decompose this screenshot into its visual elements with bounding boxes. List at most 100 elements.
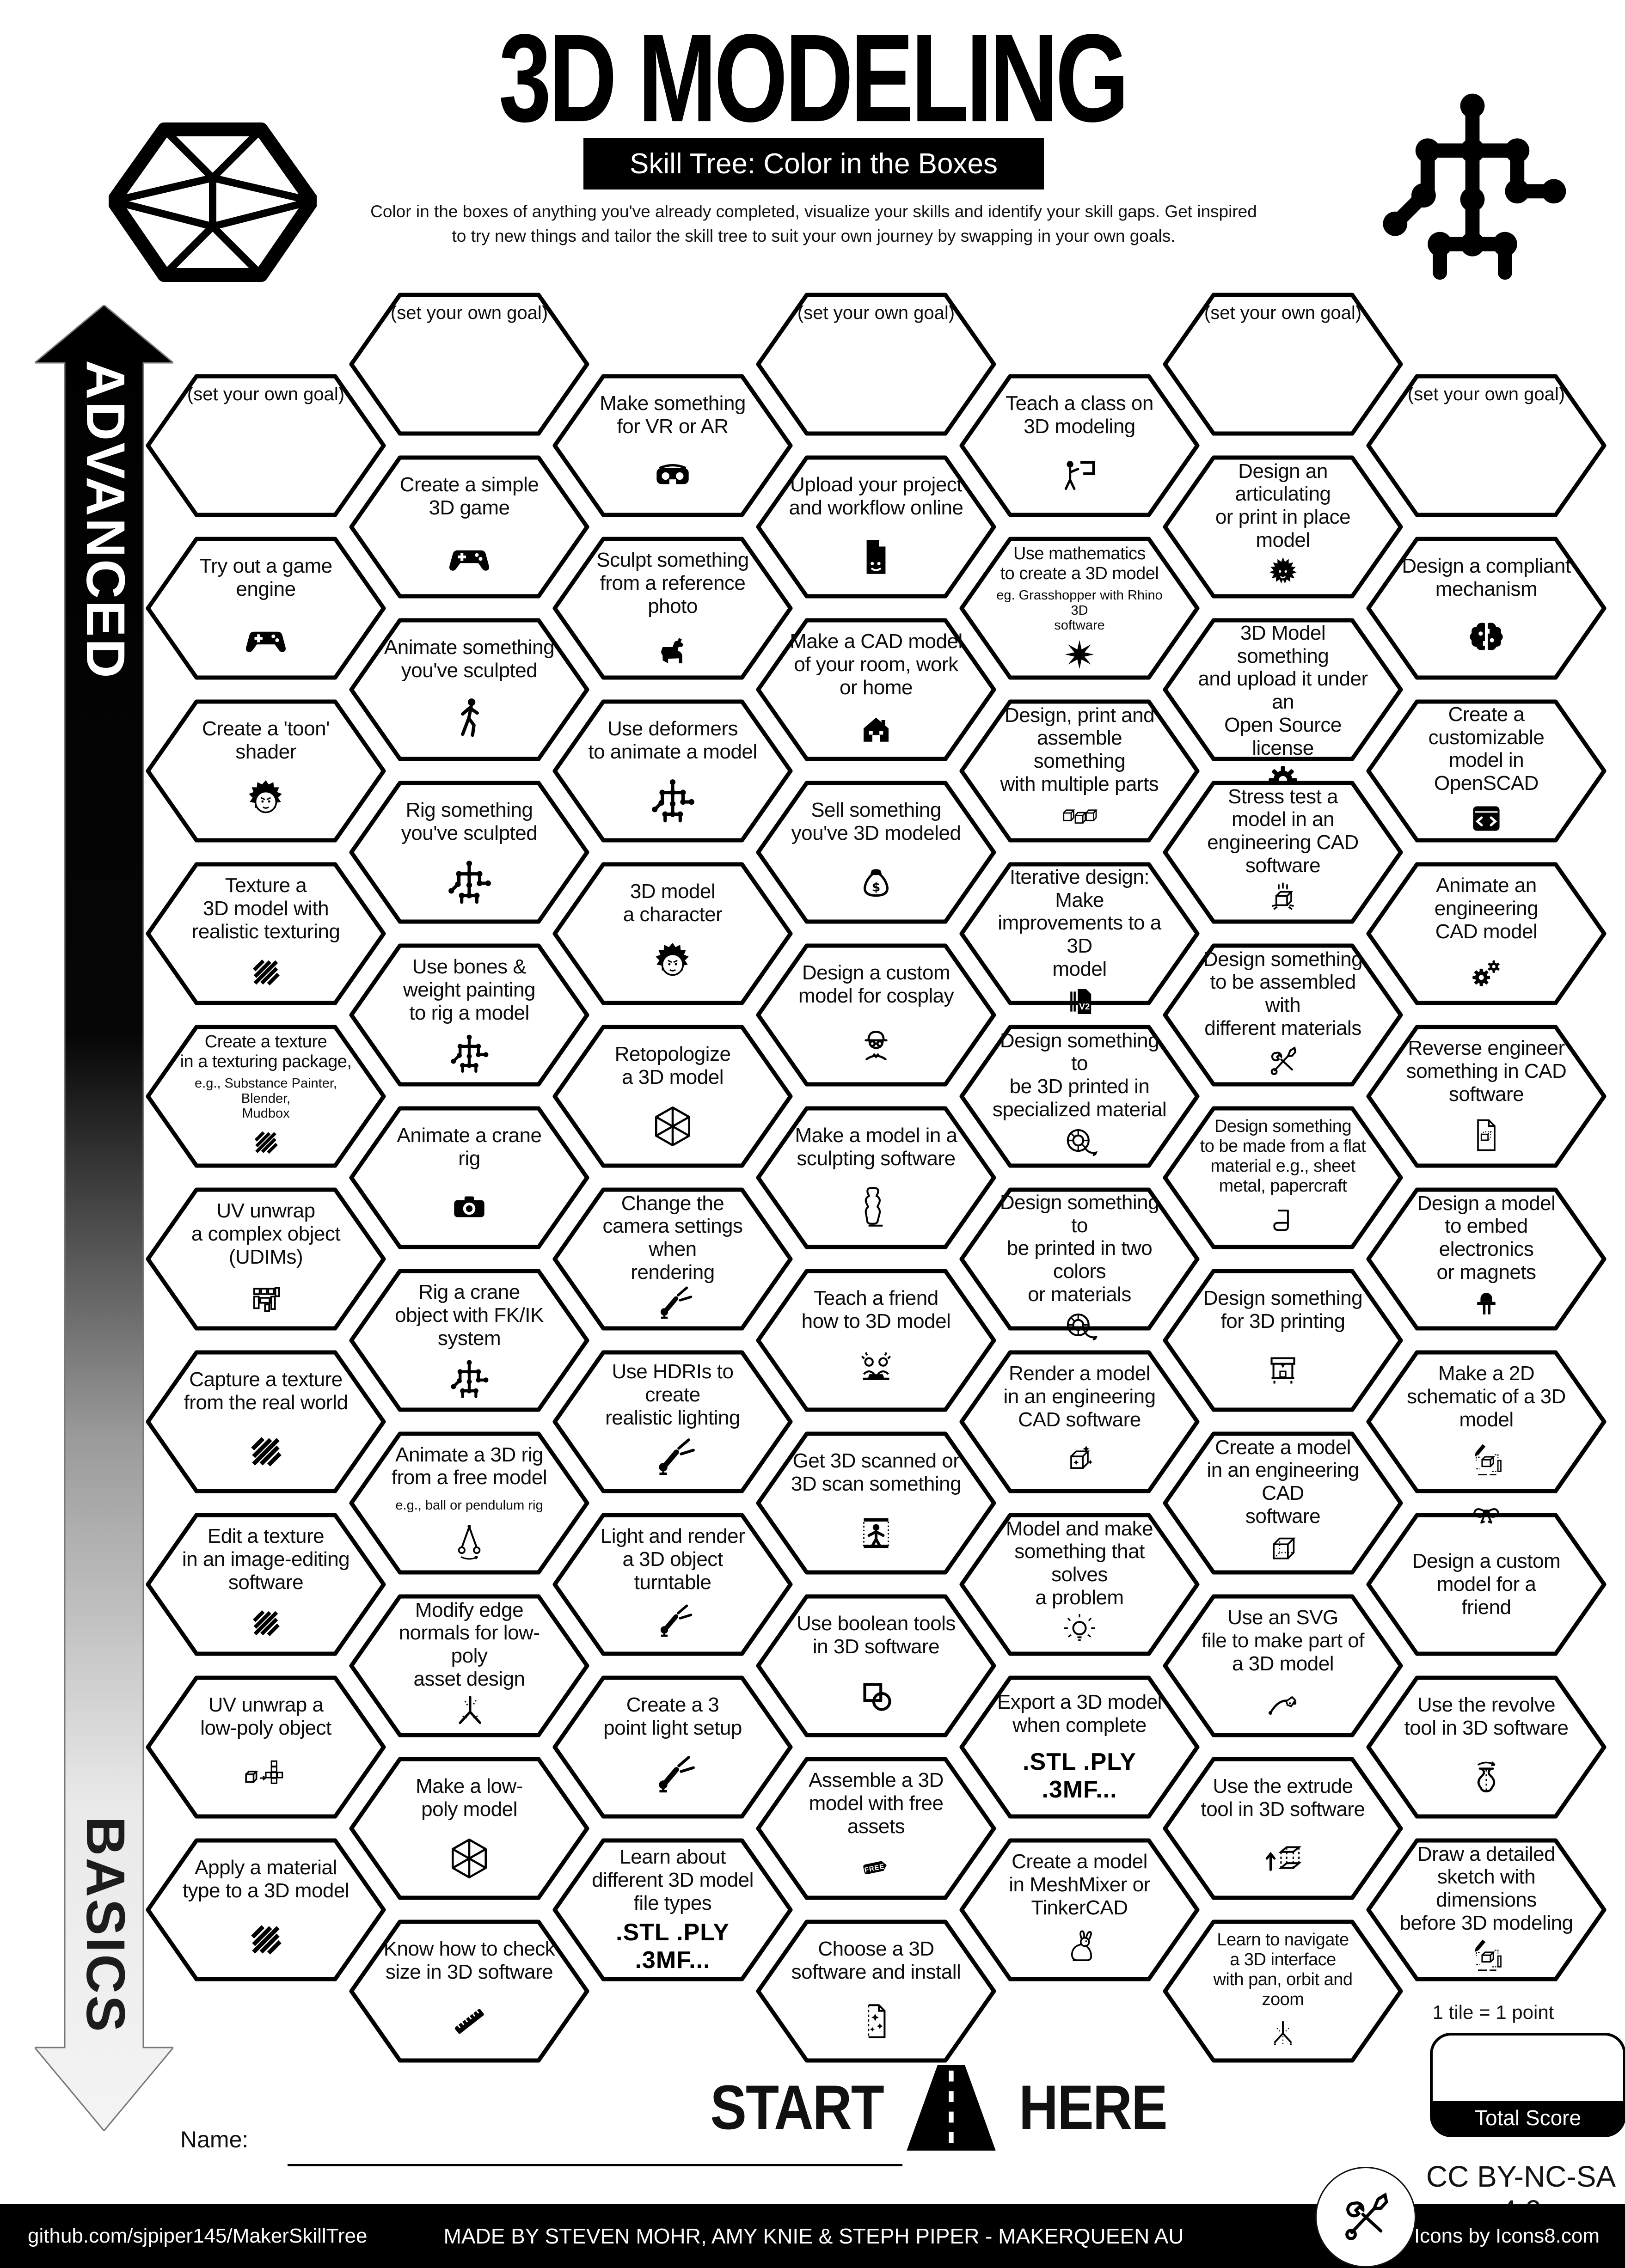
hex-label: Export a 3D model when complete xyxy=(997,1690,1162,1736)
hex-use-mathematics-to-create-a-3d-model[interactable]: Use mathematics to create a 3D model eg. … xyxy=(959,537,1200,680)
hex-make-a-low-poly-model[interactable]: Make a low- poly model xyxy=(349,1757,589,1900)
hex-set-your-own-goal[interactable]: (set your own goal) xyxy=(1163,293,1403,436)
hex-uv-unwrap-a-complex-object-udims[interactable]: UV unwrap a complex object (UDIMs) xyxy=(146,1187,386,1331)
hex-design-a-custom-model-for-cosplay[interactable]: Design a custom model for cosplay xyxy=(756,943,996,1087)
name-input-line[interactable] xyxy=(288,2164,902,2166)
hex-sell-something-you-ve-3d-modeled[interactable]: Sell something you've 3D modeled xyxy=(756,781,996,924)
hex-make-something-for-vr-or-ar[interactable]: Make something for VR or AR xyxy=(552,374,793,517)
spotlight-icon xyxy=(649,1754,696,1801)
camera-icon xyxy=(446,1184,493,1231)
gamepad-icon xyxy=(446,533,493,581)
gamepad-icon xyxy=(242,615,289,662)
hex-label: Make a 2D schematic of a 3D model xyxy=(1407,1362,1566,1431)
hex-make-a-cad-model-of-your-room-work-or-ho[interactable]: Make a CAD model of your room, work or h… xyxy=(756,618,996,761)
hex-sculpt-something-from-a-reference-photo[interactable]: Sculpt something from a reference photo xyxy=(552,537,793,680)
v2-document-icon xyxy=(1059,981,1100,1022)
hex-upload-your-project-and-workflow-online[interactable]: Upload your project and workflow online xyxy=(756,455,996,599)
hex-render-a-model-in-an-engineering-cad-sof[interactable]: Render a model in an engineering CAD sof… xyxy=(959,1350,1200,1493)
hex-draw-a-detailed-sketch-with-dimensions-b[interactable]: Draw a detailed sketch with dimensions b… xyxy=(1366,1838,1607,1981)
hex-animate-an-engineering-cad-model[interactable]: Animate an engineering CAD model xyxy=(1366,862,1607,1005)
hex-make-a-2d-schematic-of-a-3d-model[interactable]: Make a 2D schematic of a 3D model xyxy=(1366,1350,1607,1493)
hex-rig-something-you-ve-sculpted[interactable]: Rig something you've sculpted xyxy=(349,781,589,924)
description-line-1: Color in the boxes of anything you've al… xyxy=(370,202,1257,221)
spotlight-icon xyxy=(649,1436,696,1483)
hex-label: Know how to check size in 3D software xyxy=(383,1937,555,1983)
hex-stress-test-a-model-in-an-engineering-ca[interactable]: Stress test a model in an engineering CA… xyxy=(1163,781,1403,924)
rig-logo-icon xyxy=(1371,86,1574,289)
hex-use-the-revolve-tool-in-3d-software[interactable]: Use the revolve tool in 3D software xyxy=(1366,1675,1607,1819)
hex-animate-a-3d-rig-from-a-free-model[interactable]: Animate a 3D rig from a free model e.g., … xyxy=(349,1431,589,1575)
hex-create-a-model-in-meshmixer-or-tinkercad[interactable]: Create a model in MeshMixer or TinkerCAD xyxy=(959,1838,1200,1981)
hex-create-a-3-point-light-setup[interactable]: Create a 3 point light setup xyxy=(552,1675,793,1819)
hex-use-hdris-to-create-realistic-lighting[interactable]: Use HDRIs to create realistic lighting xyxy=(552,1350,793,1493)
hex-get-3d-scanned-or-3d-scan-something[interactable]: Get 3D scanned or 3D scan something xyxy=(756,1431,996,1575)
hex-edit-a-texture-in-an-image-editing-softw[interactable]: Edit a texture in an image-editing softw… xyxy=(146,1513,386,1656)
hex-design-a-model-to-embed-electronics-or-m[interactable]: Design a model to embed electronics or m… xyxy=(1366,1187,1607,1331)
hex-label: Learn to navigate a 3D interface with pa… xyxy=(1213,1930,1353,2009)
hex-animate-a-crane-rig[interactable]: Animate a crane rig xyxy=(349,1106,589,1249)
hex-make-a-model-in-a-sculpting-software[interactable]: Make a model in a sculpting software xyxy=(756,1106,996,1249)
hex-design-something-to-be-made-from-a-flat-[interactable]: Design something to be made from a flat … xyxy=(1163,1106,1403,1249)
hex-design-an-articulating-or-print-in-place[interactable]: Design an articulating or print in place… xyxy=(1163,455,1403,599)
hex-teach-a-class-on-3d-modeling[interactable]: Teach a class on 3D modeling xyxy=(959,374,1200,517)
footer-credits: MADE BY STEVEN MOHR, AMY KNIE & STEPH PI… xyxy=(443,2224,1184,2248)
hex-uv-unwrap-a-low-poly-object[interactable]: UV unwrap a low-poly object xyxy=(146,1675,386,1819)
hex-create-a-model-in-an-engineering-cad-sof[interactable]: Create a model in an engineering CAD sof… xyxy=(1163,1431,1403,1575)
page-title: 3D MODELING xyxy=(498,8,1129,148)
hex-3d-model-a-character[interactable]: 3D model a character xyxy=(552,862,793,1005)
hex-set-your-own-goal[interactable]: (set your own goal) xyxy=(1366,374,1607,517)
hex-label: Render a model in an engineering CAD sof… xyxy=(1003,1362,1156,1431)
hex-design-print-and-assemble-something-with[interactable]: Design, print and assemble something wit… xyxy=(959,699,1200,843)
footer-icons-credit[interactable]: Icons by Icons8.com xyxy=(1414,2224,1600,2247)
hex-reverse-engineer-something-in-cad-softwa[interactable]: Reverse engineer something in CAD softwa… xyxy=(1366,1025,1607,1168)
hex-set-your-own-goal[interactable]: (set your own goal) xyxy=(349,293,589,436)
hex-apply-a-material-type-to-a-3d-model[interactable]: Apply a material type to a 3D model xyxy=(146,1838,386,1981)
hex-design-something-for-3d-printing[interactable]: Design something for 3D printing xyxy=(1163,1269,1403,1412)
hex-texture-a-3d-model-with-realistic-textur[interactable]: Texture a 3D model with realistic textur… xyxy=(146,862,386,1005)
hex-3d-model-something-and-upload-it-under-a[interactable]: 3D Model something and upload it under a… xyxy=(1163,618,1403,761)
hex-learn-to-navigate-a-3d-interface-with-pa[interactable]: Learn to navigate a 3D interface with pa… xyxy=(1163,1920,1403,2063)
footer-repo-link[interactable]: github.com/sjpiper145/MakerSkillTree xyxy=(28,2224,368,2247)
hex-create-a-toon-shader[interactable]: Create a 'toon' shader xyxy=(146,699,386,843)
hex-set-your-own-goal[interactable]: (set your own goal) xyxy=(756,293,996,436)
hex-modify-edge-normals-for-low-poly-asset-d[interactable]: Modify edge normals for low-poly asset d… xyxy=(349,1594,589,1737)
hex-design-something-to-be-printed-in-two-co[interactable]: Design something to be printed in two co… xyxy=(959,1187,1200,1331)
total-score-box[interactable]: Total Score xyxy=(1430,2033,1625,2137)
hex-use-the-extrude-tool-in-3d-software[interactable]: Use the extrude tool in 3D software xyxy=(1163,1757,1403,1900)
hex-learn-about-different-3d-model-file-type[interactable]: Learn about different 3D model file type… xyxy=(552,1838,793,1981)
hex-retopologize-a-3d-model[interactable]: Retopologize a 3D model xyxy=(552,1025,793,1168)
code-window-icon xyxy=(1463,795,1510,842)
hex-use-bones-weight-painting-to-rig-a-model[interactable]: Use bones & weight painting to rig a mod… xyxy=(349,943,589,1087)
hex-iterative-design-make-improvements-to-a-[interactable]: Iterative design: Make improvements to a… xyxy=(959,862,1200,1005)
hex-assemble-a-3d-model-with-free-assets[interactable]: Assemble a 3D model with free assets xyxy=(756,1757,996,1900)
hex-use-deformers-to-animate-a-model[interactable]: Use deformers to animate a model xyxy=(552,699,793,843)
character-face-icon xyxy=(242,777,289,825)
hex-label: Design something for 3D printing xyxy=(1203,1286,1363,1333)
hex-export-a-3d-model-when-complete[interactable]: Export a 3D model when complete .STL .PLY… xyxy=(959,1675,1200,1819)
hex-create-a-customizable-model-in-openscad[interactable]: Create a customizable model in OpenSCAD xyxy=(1366,699,1607,843)
hex-design-something-to-be-assembled-with-di[interactable]: Design something to be assembled with di… xyxy=(1163,943,1403,1087)
hex-choose-a-3d-software-and-install[interactable]: Choose a 3D software and install xyxy=(756,1920,996,2063)
hex-set-your-own-goal[interactable]: (set your own goal) xyxy=(146,374,386,517)
hex-know-how-to-check-size-in-3d-software[interactable]: Know how to check size in 3D software xyxy=(349,1920,589,2063)
hex-try-out-a-game-engine[interactable]: Try out a game engine xyxy=(146,537,386,680)
hex-change-the-camera-settings-when-renderin[interactable]: Change the camera settings when renderin… xyxy=(552,1187,793,1331)
hex-rig-a-crane-object-with-fk-ik-system[interactable]: Rig a crane object with FK/IK system xyxy=(349,1269,589,1412)
hex-design-something-to-be-3d-printed-in-spe[interactable]: Design something to be 3D printed in spe… xyxy=(959,1025,1200,1168)
low-poly-icon xyxy=(446,1835,493,1882)
hex-design-a-custom-model-for-a-friend[interactable]: Design a custom model for a friend xyxy=(1366,1513,1607,1656)
hex-label: Teach a class on 3D modeling xyxy=(1006,391,1153,438)
stress-cube-icon xyxy=(1262,878,1304,919)
hex-use-boolean-tools-in-3d-software[interactable]: Use boolean tools in 3D software xyxy=(756,1594,996,1737)
hex-teach-a-friend-how-to-3d-model[interactable]: Teach a friend how to 3D model xyxy=(756,1269,996,1412)
hex-light-and-render-a-3d-object-turntable[interactable]: Light and render a 3D object turntable xyxy=(552,1513,793,1656)
hex-capture-a-texture-from-the-real-world[interactable]: Capture a texture from the real world xyxy=(146,1350,386,1493)
hex-create-a-simple-3d-game[interactable]: Create a simple 3D game xyxy=(349,455,589,599)
hex-use-an-svg-file-to-make-part-of-a-3d-mod[interactable]: Use an SVG file to make part of a 3D mod… xyxy=(1163,1594,1403,1737)
hex-model-and-make-something-that-solves-a-p[interactable]: Model and make something that solves a p… xyxy=(959,1513,1200,1656)
hex-animate-something-you-ve-sculpted[interactable]: Animate something you've sculpted xyxy=(349,618,589,761)
free-tag-icon xyxy=(855,1846,897,1888)
hex-design-a-compliant-mechanism[interactable]: Design a compliant mechanism xyxy=(1366,537,1607,680)
hex-create-a-texture-in-a-texturing-package[interactable]: Create a texture in a texturing package,… xyxy=(146,1025,386,1168)
